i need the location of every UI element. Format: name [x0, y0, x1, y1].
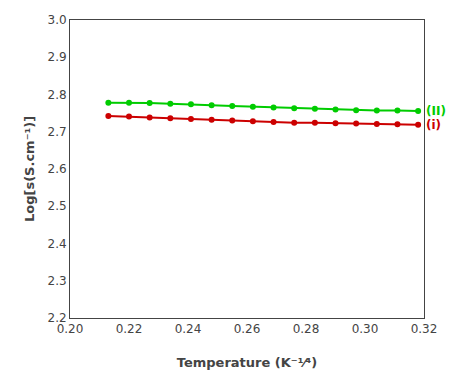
svg-text:2.6: 2.6 [48, 162, 67, 176]
svg-text:0.32: 0.32 [411, 322, 438, 336]
svg-text:2.4: 2.4 [48, 237, 67, 251]
svg-text:2.5: 2.5 [48, 199, 67, 213]
svg-text:2.3: 2.3 [48, 274, 67, 288]
svg-text:0.20: 0.20 [57, 322, 84, 336]
svg-text:Temperature (K⁻¹⁄⁴): Temperature (K⁻¹⁄⁴) [177, 355, 317, 370]
svg-text:0.26: 0.26 [234, 322, 261, 336]
svg-text:Log[s(S.cm⁻¹)]: Log[s(S.cm⁻¹)] [22, 116, 37, 222]
svg-text:2.7: 2.7 [48, 125, 67, 139]
svg-text:(II): (II) [426, 104, 446, 118]
svg-text:0.22: 0.22 [116, 322, 143, 336]
svg-text:3.0: 3.0 [48, 13, 67, 27]
svg-text:2.2: 2.2 [48, 311, 67, 325]
svg-text:0.30: 0.30 [352, 322, 379, 336]
svg-text:2.8: 2.8 [48, 88, 67, 102]
svg-text:0.28: 0.28 [293, 322, 320, 336]
svg-text:(i): (i) [426, 118, 441, 132]
svg-text:2.9: 2.9 [48, 50, 67, 64]
svg-text:0.24: 0.24 [175, 322, 202, 336]
